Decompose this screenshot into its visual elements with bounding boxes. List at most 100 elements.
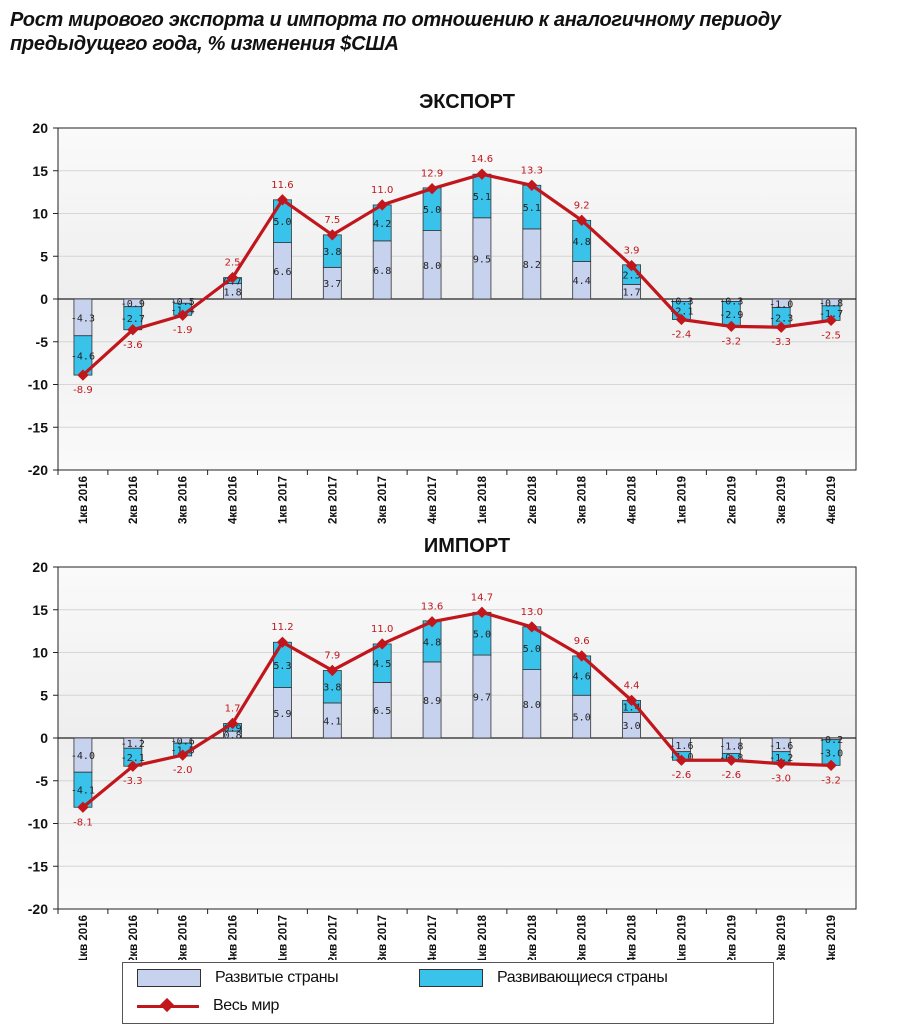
export-world-label: 14.6 (471, 154, 493, 165)
export-y-tick-label: 5 (40, 248, 48, 264)
import-label-developing: -3.0 (819, 749, 843, 760)
export-label-developing: 5.0 (273, 217, 291, 228)
export-x-tick-label: 2кв 2018 (527, 475, 539, 524)
export-world-label: 11.6 (271, 180, 293, 191)
export-x-tick-label: 2кв 2016 (128, 476, 140, 524)
import-x-tick-label: 2кв 2017 (327, 915, 339, 960)
export-label-developing: -2.9 (719, 310, 743, 321)
export-label-developed: -0.3 (719, 296, 743, 307)
export-y-tick-label: 15 (32, 163, 48, 179)
import-x-tick-label: 3кв 2018 (577, 914, 589, 960)
export-world-label: -3.3 (771, 337, 791, 348)
import-y-tick-label: 0 (40, 730, 48, 746)
import-label-developing: 4.8 (423, 637, 441, 648)
import-label-developed: -4.0 (71, 751, 95, 762)
export-world-label: 13.3 (521, 165, 543, 176)
legend-swatch-world (137, 998, 199, 1014)
export-label-developing: 5.1 (473, 192, 491, 203)
import-label-developed: -1.8 (719, 742, 743, 753)
import-x-tick-label: 1кв 2018 (477, 914, 489, 960)
chart-legend: Развитые страны Развивающиеся страны Вес… (122, 962, 774, 1024)
export-label-developed: 3.7 (323, 279, 341, 290)
import-world-label: 7.9 (324, 650, 340, 661)
import-world-label: 14.7 (471, 592, 493, 603)
import-x-tick-label: 4кв 2017 (427, 915, 439, 960)
export-label-developed: -0.8 (819, 298, 843, 309)
export-y-tick-label: 0 (40, 291, 48, 307)
import-x-tick-label: 1кв 2016 (78, 915, 90, 960)
legend-label-developing: Развивающиеся страны (497, 969, 667, 987)
import-chart-title: ИМПОРТ (424, 535, 510, 557)
export-world-label: -8.9 (73, 385, 93, 396)
import-y-tick-label: 15 (32, 602, 48, 618)
import-y-tick-label: 10 (32, 645, 48, 661)
legend-swatch-developing (419, 969, 483, 987)
legend-item-developing: Развивающиеся страны (419, 969, 667, 987)
import-x-tick-label: 1кв 2019 (676, 915, 688, 960)
export-world-label: 2.5 (225, 258, 241, 269)
import-label-developed: 9.7 (473, 693, 491, 704)
import-x-tick-label: 1кв 2017 (277, 915, 289, 960)
import-label-developing: -4.1 (71, 786, 95, 797)
legend-swatch-developed (137, 969, 201, 987)
import-label-developed: -1.6 (769, 741, 793, 752)
export-x-tick-label: 2кв 2019 (726, 476, 738, 524)
export-y-tick-label: 20 (32, 120, 48, 136)
import-label-developed: 4.1 (323, 716, 341, 727)
export-label-developing: 5.0 (423, 205, 441, 216)
export-world-label: 9.2 (574, 200, 590, 211)
import-world-label: 11.0 (371, 624, 393, 635)
export-world-label: -3.2 (722, 336, 742, 347)
import-world-label: 4.4 (624, 680, 640, 691)
import-x-tick-label: 4кв 2019 (826, 915, 838, 960)
export-x-tick-label: 1кв 2019 (676, 476, 688, 524)
export-x-tick-label: 4кв 2019 (826, 476, 838, 524)
export-y-tick-label: -10 (28, 377, 48, 393)
export-label-developed: 9.5 (473, 254, 491, 265)
import-label-developed: 6.5 (373, 706, 391, 717)
export-y-tick-label: -20 (28, 462, 48, 478)
export-label-developed: 6.6 (273, 267, 291, 278)
export-world-label: -1.9 (173, 325, 193, 336)
export-x-tick-label: 1кв 2016 (78, 476, 90, 524)
export-label-developed: -0.9 (121, 299, 145, 310)
import-y-tick-label: -5 (36, 773, 49, 789)
export-label-developed: -4.3 (71, 313, 95, 324)
import-world-label: -2.0 (173, 765, 193, 776)
export-label-developed: -1.0 (769, 299, 793, 310)
import-x-tick-label: 3кв 2016 (178, 915, 190, 960)
export-world-label: 12.9 (421, 169, 443, 180)
import-label-developed: 5.0 (573, 713, 591, 724)
import-label-developing: 4.5 (373, 659, 391, 670)
import-world-label: 9.6 (574, 636, 590, 647)
export-label-developed: 8.2 (523, 260, 541, 271)
export-label-developing: 4.2 (373, 219, 391, 230)
import-x-tick-label: 2кв 2016 (128, 915, 140, 960)
import-label-developed: 8.0 (523, 700, 541, 711)
import-world-label: -3.0 (771, 774, 791, 785)
export-world-label: 7.5 (324, 215, 340, 226)
import-y-tick-label: 20 (32, 559, 48, 575)
import-world-label: -2.6 (672, 770, 692, 781)
export-chart-title: ЭКСПОРТ (419, 91, 515, 113)
import-y-tick-label: -15 (28, 858, 48, 874)
import-label-developing: 4.6 (573, 672, 591, 683)
export-world-label: -2.4 (672, 330, 692, 341)
export-x-tick-label: 4кв 2018 (627, 475, 639, 524)
export-label-developed: 8.0 (423, 261, 441, 272)
export-world-label: -3.6 (123, 340, 143, 351)
export-label-developing: 5.1 (523, 203, 541, 214)
export-x-tick-label: 1кв 2017 (277, 476, 289, 524)
import-world-label: -3.2 (821, 775, 841, 786)
import-y-tick-label: -20 (28, 901, 48, 917)
export-world-label: -2.5 (821, 330, 841, 341)
import-label-developing: 5.0 (523, 644, 541, 655)
import-world-label: 13.0 (521, 607, 543, 618)
import-label-developing: 5.3 (273, 661, 291, 672)
import-x-tick-label: 2кв 2018 (527, 914, 539, 960)
import-label-developed: 3.0 (623, 721, 641, 732)
export-x-tick-label: 3кв 2016 (178, 476, 190, 524)
import-label-developed: 5.9 (273, 709, 291, 720)
export-label-developed: 4.4 (573, 276, 591, 287)
import-world-label: 11.2 (271, 622, 293, 633)
